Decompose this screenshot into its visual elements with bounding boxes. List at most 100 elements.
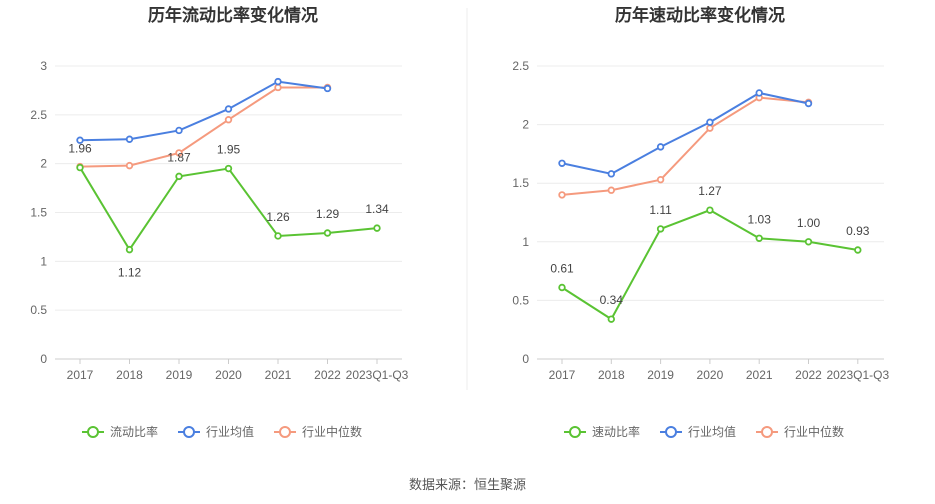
y-tick-label: 2 (40, 157, 47, 171)
legend-marker (87, 426, 99, 438)
data-point (274, 232, 282, 240)
legend-item: 行业中位数 (756, 424, 844, 439)
legend-item: 速动比率 (564, 424, 640, 439)
data-point (656, 225, 665, 233)
data-label: 1.27 (698, 184, 722, 198)
data-point (854, 246, 862, 254)
data-source: 数据来源：恒生聚源 (408, 477, 526, 492)
data-point (76, 136, 84, 144)
data-label: 1.12 (118, 266, 142, 280)
data-point (323, 229, 332, 237)
data-label: 1.34 (365, 202, 389, 216)
data-label: 0.93 (846, 224, 870, 238)
data-point (558, 191, 566, 199)
y-tick-label: 1 (522, 235, 529, 249)
chart-1: 历年流动比率变化情况 0 0.5 1 1.5 2 2.5 3 2017 2018 2019 2020 2… (30, 5, 408, 439)
legend-marker (665, 426, 677, 438)
y-tick-label: 0 (522, 352, 529, 366)
legend-item: 流动比率 (82, 424, 158, 439)
data-point (607, 186, 615, 194)
y-tick-label: 2 (522, 118, 529, 132)
legend-item: 行业中位数 (274, 424, 362, 439)
legend-label: 行业中位数 (784, 424, 844, 439)
data-point (175, 149, 183, 157)
data-point (175, 172, 183, 181)
data-point (656, 175, 665, 184)
x-tick-label: 2018 (116, 368, 143, 382)
data-label: 1.95 (217, 143, 241, 157)
x-tick-label: 2019 (647, 368, 674, 382)
data-point (224, 116, 233, 124)
data-point (224, 164, 233, 173)
data-label: 1.11 (649, 203, 672, 217)
x-tick-label: 2017 (549, 368, 576, 382)
x-tick-label: 2021 (265, 368, 292, 382)
data-point (125, 245, 134, 254)
data-point (373, 224, 381, 232)
x-tick-label: 2022 (314, 368, 341, 382)
data-point (607, 170, 615, 178)
y-tick-label: 2.5 (30, 108, 47, 122)
data-label: 1.26 (266, 210, 290, 224)
y-tick-label: 0.5 (30, 303, 47, 317)
x-tick-label: 2023Q1-Q3 (826, 368, 889, 382)
y-tick-label: 1 (40, 254, 47, 268)
legend-item: 行业均值 (178, 424, 254, 439)
legend-label: 行业中位数 (302, 424, 362, 439)
data-point (656, 143, 665, 151)
data-point (706, 206, 714, 214)
data-point (755, 234, 763, 242)
data-point (558, 159, 566, 167)
legend-label: 速动比率 (592, 424, 640, 439)
x-tick-label: 2018 (598, 368, 625, 382)
data-label: 0.61 (550, 262, 574, 276)
data-point (224, 105, 233, 113)
y-tick-label: 3 (40, 59, 47, 73)
data-point (706, 118, 714, 126)
legend-label: 行业均值 (688, 424, 736, 439)
data-point (175, 126, 183, 135)
y-tick-label: 1.5 (512, 176, 529, 190)
y-tick-label: 2.5 (512, 59, 529, 73)
legend-label: 行业均值 (206, 424, 254, 439)
y-tick-label: 1.5 (30, 206, 47, 220)
data-point (274, 77, 282, 86)
x-tick-label: 2020 (697, 368, 724, 382)
chart-title: 历年流动比率变化情况 (148, 5, 318, 25)
legend-marker (279, 426, 291, 438)
chart-2: 历年速动比率变化情况 0 0.5 1 1.5 2 2.5 2017 2018 2019 2020 20… (512, 5, 889, 439)
x-tick-label: 2020 (215, 368, 242, 382)
data-point (76, 163, 84, 172)
data-point (274, 83, 282, 92)
series-line (561, 91, 809, 175)
x-tick-label: 2017 (67, 368, 94, 382)
data-label: 1.96 (68, 142, 92, 156)
legend-marker (761, 426, 773, 438)
x-tick-label: 2022 (795, 368, 822, 382)
legend-label: 流动比率 (110, 424, 158, 439)
data-label: 1.87 (167, 150, 191, 164)
series-line (79, 80, 328, 142)
data-point (755, 89, 763, 97)
data-point (706, 124, 714, 132)
data-label: 1.03 (748, 212, 772, 226)
x-tick-label: 2021 (746, 368, 773, 382)
data-label: 0.34 (600, 293, 624, 307)
legend-item: 行业均值 (660, 424, 736, 439)
data-point (607, 315, 615, 323)
series-line (561, 96, 809, 196)
data-point (558, 283, 566, 292)
data-label: 1.29 (316, 207, 340, 221)
data-point (804, 238, 813, 246)
y-tick-label: 0.5 (512, 293, 529, 307)
data-point (125, 135, 134, 143)
data-point (804, 99, 813, 108)
legend-marker (569, 426, 581, 438)
x-tick-label: 2019 (166, 368, 193, 382)
chart-title: 历年速动比率变化情况 (615, 5, 785, 25)
data-point (323, 84, 332, 93)
series-line (79, 86, 328, 168)
y-tick-label: 0 (40, 352, 47, 366)
legend-marker (183, 426, 195, 438)
